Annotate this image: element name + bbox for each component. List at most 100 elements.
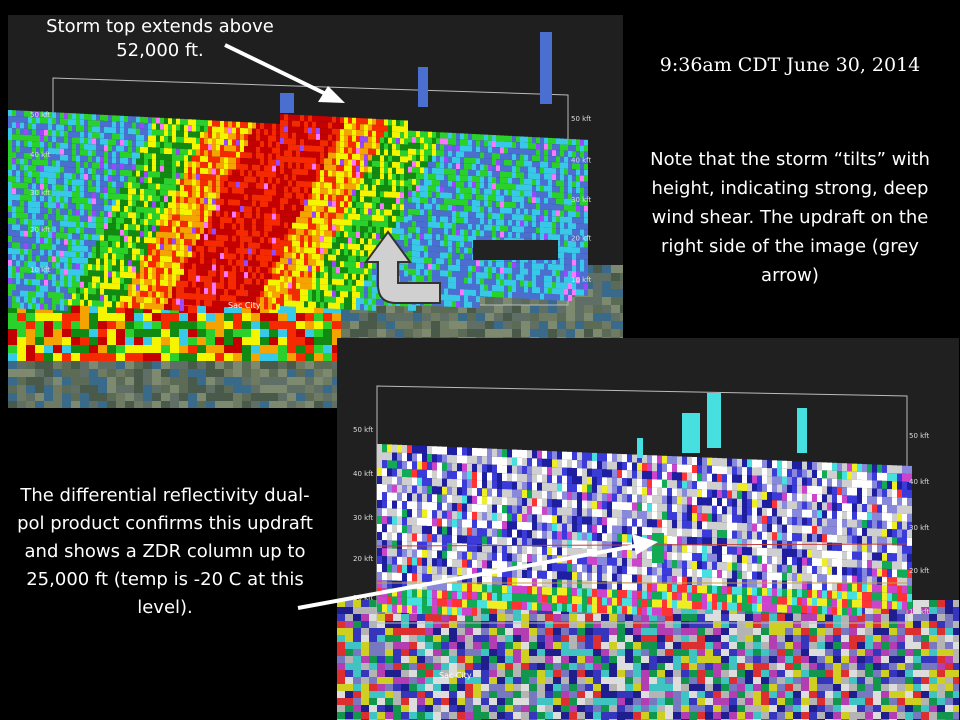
reflectivity-cell — [164, 280, 168, 287]
reflectivity-cell — [284, 282, 288, 289]
reflectivity-cell — [272, 267, 276, 274]
reflectivity-cell — [196, 167, 200, 174]
reflectivity-cell — [420, 275, 424, 282]
reflectivity-cell — [48, 286, 52, 293]
reflectivity-cell — [68, 119, 72, 126]
reflectivity-cell — [244, 302, 248, 309]
reflectivity-cell — [264, 285, 268, 292]
ground-cell — [17, 377, 26, 385]
reflectivity-cell — [412, 130, 416, 137]
ground-cell — [53, 385, 62, 393]
reflectivity-cell — [160, 297, 164, 304]
reflectivity-cell — [276, 147, 280, 154]
reflectivity-cell — [280, 174, 284, 181]
reflectivity-cell — [184, 287, 188, 294]
reflectivity-cell — [16, 302, 20, 309]
reflectivity-cell — [268, 231, 272, 238]
reflectivity-cell — [124, 272, 128, 278]
ground-cell — [296, 369, 305, 377]
reflectivity-cell — [104, 270, 108, 277]
reflectivity-cell — [424, 203, 428, 210]
reflectivity-cell — [116, 169, 120, 176]
reflectivity-cell — [24, 158, 28, 165]
reflectivity-cell — [300, 163, 304, 170]
ground-cell — [413, 313, 422, 321]
reflectivity-cell — [400, 150, 404, 157]
reflectivity-cell — [444, 228, 448, 235]
reflectivity-cell — [76, 113, 80, 120]
ground-cell — [89, 369, 98, 377]
reflectivity-cell — [452, 246, 456, 253]
reflectivity-cell — [464, 199, 468, 206]
reflectivity-cell — [356, 298, 360, 304]
reflectivity-cell — [68, 137, 72, 144]
reflectivity-cell — [36, 213, 40, 220]
reflectivity-cell — [116, 301, 120, 308]
reflectivity-cell — [448, 198, 452, 205]
reflectivity-cell — [88, 168, 92, 175]
reflectivity-cell — [84, 257, 88, 264]
reflectivity-cell — [252, 140, 256, 147]
reflectivity-cell — [368, 304, 372, 311]
reflectivity-cell — [60, 172, 64, 179]
reflectivity-cell — [368, 142, 372, 149]
reflectivity-cell — [452, 240, 456, 247]
reflectivity-cell — [400, 162, 404, 169]
reflectivity-cell — [436, 276, 440, 283]
reflectivity-cell — [84, 149, 88, 156]
reflectivity-cell — [468, 253, 472, 260]
ground-cell — [98, 377, 107, 385]
reflectivity-cell — [424, 257, 428, 264]
reflectivity-cell — [52, 280, 56, 287]
reflectivity-cell — [452, 156, 456, 163]
reflectivity-cell — [192, 269, 196, 276]
ground-cell — [107, 337, 116, 345]
reflectivity-cell — [116, 157, 120, 164]
ground-cell — [98, 313, 107, 321]
reflectivity-cell — [100, 198, 104, 205]
reflectivity-cell — [68, 263, 72, 270]
reflectivity-cell — [148, 243, 152, 250]
reflectivity-cell — [80, 251, 84, 258]
reflectivity-cell — [160, 255, 164, 262]
reflectivity-cell — [140, 260, 144, 267]
reflectivity-cell — [132, 170, 136, 177]
reflectivity-cell — [388, 293, 392, 300]
reflectivity-cell — [420, 257, 424, 264]
reflectivity-cell — [392, 125, 396, 132]
ground-cell — [323, 393, 332, 401]
reflectivity-cell — [164, 136, 168, 143]
ground-cell — [323, 337, 332, 345]
reflectivity-cell — [208, 228, 212, 235]
reflectivity-cell — [396, 120, 400, 127]
reflectivity-cell — [212, 288, 216, 295]
reflectivity-cell — [308, 235, 312, 242]
reflectivity-cell — [156, 243, 160, 250]
reflectivity-cell — [456, 199, 460, 206]
ground-cell — [476, 329, 485, 337]
reflectivity-cell — [84, 293, 88, 300]
reflectivity-cell — [252, 146, 256, 153]
reflectivity-cell — [132, 272, 136, 279]
reflectivity-cell — [80, 203, 84, 210]
reflectivity-cell — [124, 236, 128, 242]
reflectivity-cell — [168, 124, 172, 131]
reflectivity-cell — [160, 171, 164, 178]
reflectivity-cell — [268, 123, 272, 130]
ground-cell — [278, 385, 287, 393]
reflectivity-cell — [108, 229, 112, 236]
reflectivity-cell — [220, 300, 224, 307]
reflectivity-cell — [284, 252, 288, 259]
reflectivity-cell — [164, 244, 168, 251]
reflectivity-cell — [136, 128, 140, 135]
reflectivity-cell — [140, 248, 144, 255]
reflectivity-cell — [116, 247, 120, 254]
reflectivity-cell — [276, 177, 280, 184]
reflectivity-cell — [452, 210, 456, 217]
reflectivity-cell — [8, 152, 12, 158]
ground-cell — [53, 337, 62, 345]
reflectivity-cell — [424, 239, 428, 246]
ground-cell — [566, 329, 575, 337]
reflectivity-cell — [156, 183, 160, 190]
reflectivity-cell — [256, 146, 260, 153]
